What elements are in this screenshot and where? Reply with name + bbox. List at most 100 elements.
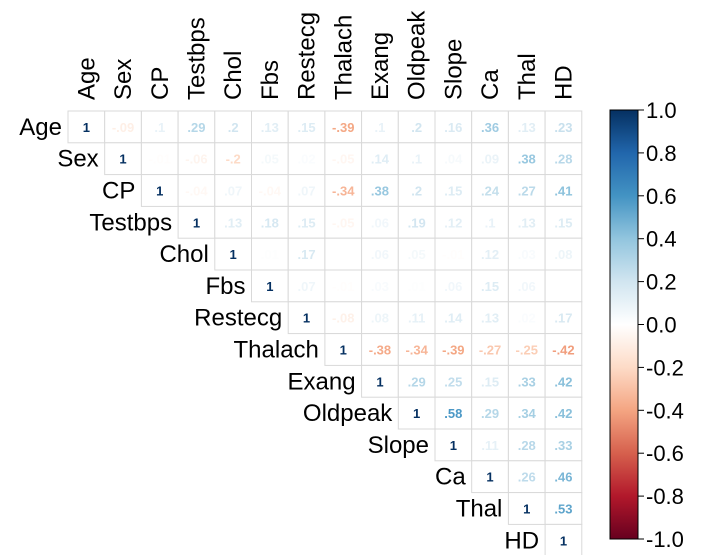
cell-value-label: .29 [481,406,499,421]
heatmap-cell [251,142,289,176]
heatmap-cell [361,237,399,271]
cell-value-label: 1 [156,184,163,199]
column-label: Restecg [294,12,321,100]
heatmap-cell [287,142,326,176]
heatmap-cell [434,333,473,366]
cell-value-label: 1 [119,152,126,167]
cell-value-label: .05 [261,152,279,167]
cell-value-label: .07 [298,184,316,199]
cell-value-label: .01 [261,247,279,262]
heatmap-cell [361,205,399,239]
heatmap-cell [324,110,363,144]
colorbar-tick-label: 1.0 [646,98,677,123]
cell-value-label: -.04 [185,184,208,199]
heatmap-cell [251,174,289,207]
row-label: Slope [368,432,429,459]
cell-value-label: .26 [518,470,536,485]
colorbar-gradient [609,109,639,540]
cell-value-label: .58 [444,406,462,421]
cell-value-label: -.01 [442,247,464,262]
cell-value-label: .1 [411,152,422,167]
heatmap-cell [251,205,289,239]
heatmap-cell [471,364,509,398]
row-label: CP [102,178,135,205]
cell-value-label: .2 [411,184,422,199]
heatmap-cell [507,492,546,525]
heatmap-cell [287,237,326,271]
cell-value-label: .07 [224,184,242,199]
heatmap-cell [177,142,216,176]
row-label: Thalach [234,337,319,364]
heatmap-cell [397,110,436,144]
row-label: Testbps [89,209,172,236]
cell-value-label: .19 [408,215,426,230]
cell-value-label: .1 [154,120,165,135]
cell-value-label: .29 [408,374,426,389]
heatmap-cell [251,269,289,303]
heatmap-cell [324,237,363,271]
cell-value-label: .12 [444,215,462,230]
cell-value-label: .15 [444,184,462,199]
heatmap-cell [471,333,509,366]
cell-value-label: .06 [518,279,536,294]
cell-value-label: .15 [554,215,572,230]
cell-value-label: 1 [83,120,90,135]
heatmap-cell [397,142,436,176]
heatmap-cell [471,110,509,144]
cell-value-label: .15 [298,120,316,135]
heatmap-cell [361,301,399,335]
column-label: Thalach [330,15,357,100]
cell-value-label: 1 [266,279,273,294]
cell-value-label: 1 [523,502,530,517]
heatmap-cell [251,110,289,144]
column-label: Slope [440,39,467,100]
row-label: Oldpeak [303,400,393,427]
cell-value-label: .23 [554,120,572,135]
cell-value-label: -.06 [185,152,207,167]
heatmap-cell [544,174,583,207]
cell-value-label: .05 [408,247,426,262]
heatmap-cell [471,174,509,207]
row-label: Exang [288,368,356,395]
cell-value-label: -.09 [112,120,134,135]
cell-value-label: 0 [340,247,347,262]
heatmap-cell [434,428,473,462]
cell-value-label: -.42 [552,343,574,358]
row-label: Fbs [205,273,245,300]
heatmap-cell [507,301,546,335]
column-label: HD [550,65,577,100]
cell-value-label: .13 [224,215,242,230]
cell-value-label: 1 [340,343,347,358]
colorbar-tick-label: -0.2 [646,355,684,380]
cell-value-label: .1 [485,215,496,230]
row-label: Chol [159,241,208,268]
column-label: Exang [367,32,394,100]
heatmap-cell [140,142,179,176]
cell-value-label: .11 [408,311,425,326]
heatmap-cell [544,142,583,176]
cell-value-label: 1 [303,311,310,326]
cell-value-label: .28 [554,152,572,167]
cell-value-label: .07 [298,279,316,294]
cell-value-label: -.05 [332,215,354,230]
colorbar-tick-label: 0.6 [646,184,677,209]
column-label: Thal [514,53,541,100]
cell-value-label: .03 [371,279,389,294]
cell-value-label: -.25 [516,343,538,358]
cell-value-label: .12 [481,247,499,262]
cell-value-label: .08 [554,247,572,262]
cell-value-label: 1 [560,533,567,548]
heatmap-cell [544,333,583,366]
cell-value-label: .02 [298,152,316,167]
heatmap-cell [434,364,473,398]
cell-value-label: .18 [261,215,279,230]
cell-value-label: .15 [481,279,499,294]
cell-value-label: .03 [518,247,536,262]
cell-value-label: -.08 [332,311,354,326]
heatmap-cell [324,333,363,366]
cell-value-label: .38 [371,184,389,199]
heatmap-cell [471,205,509,239]
heatmap-cell [507,428,546,462]
heatmap-cell [361,269,399,303]
